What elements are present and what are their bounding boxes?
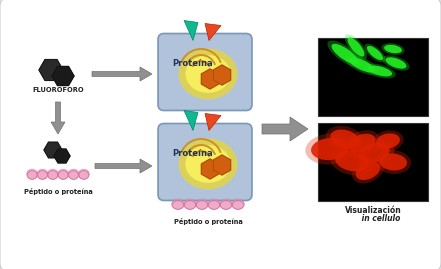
Polygon shape <box>51 102 65 134</box>
Ellipse shape <box>356 162 380 180</box>
Polygon shape <box>39 60 63 80</box>
Ellipse shape <box>48 169 58 179</box>
Ellipse shape <box>37 171 48 179</box>
Ellipse shape <box>196 199 208 209</box>
Ellipse shape <box>364 63 396 78</box>
Ellipse shape <box>184 201 196 209</box>
Ellipse shape <box>368 66 392 76</box>
Ellipse shape <box>381 43 404 55</box>
Ellipse shape <box>367 46 383 60</box>
Ellipse shape <box>220 199 232 209</box>
FancyBboxPatch shape <box>158 34 252 111</box>
Ellipse shape <box>345 34 367 60</box>
Ellipse shape <box>364 44 385 62</box>
Ellipse shape <box>348 37 364 57</box>
Ellipse shape <box>27 171 37 179</box>
Ellipse shape <box>186 145 231 183</box>
Ellipse shape <box>385 57 407 69</box>
Ellipse shape <box>186 55 231 93</box>
Ellipse shape <box>330 147 374 175</box>
Ellipse shape <box>345 55 379 75</box>
Ellipse shape <box>354 139 394 167</box>
Text: Péptido o proteína: Péptido o proteína <box>23 188 93 195</box>
Ellipse shape <box>196 201 208 209</box>
FancyBboxPatch shape <box>158 123 252 200</box>
Ellipse shape <box>332 44 359 64</box>
Ellipse shape <box>184 199 196 209</box>
Ellipse shape <box>232 199 244 209</box>
Ellipse shape <box>373 130 404 152</box>
Ellipse shape <box>179 139 238 189</box>
Ellipse shape <box>379 153 407 171</box>
Text: Visualización: Visualización <box>344 206 401 215</box>
Polygon shape <box>92 67 152 81</box>
Ellipse shape <box>172 201 184 209</box>
Ellipse shape <box>27 169 37 179</box>
Text: Proteína: Proteína <box>173 150 213 158</box>
Text: Proteína: Proteína <box>173 59 213 69</box>
Text: in cellulo: in cellulo <box>359 214 401 223</box>
Polygon shape <box>205 114 221 130</box>
Ellipse shape <box>382 55 410 71</box>
Ellipse shape <box>37 169 48 179</box>
Ellipse shape <box>220 201 232 209</box>
Ellipse shape <box>330 129 360 148</box>
Ellipse shape <box>335 151 369 171</box>
Ellipse shape <box>326 126 364 152</box>
Ellipse shape <box>179 49 238 99</box>
Ellipse shape <box>48 171 58 179</box>
Polygon shape <box>184 20 198 41</box>
Polygon shape <box>205 23 221 41</box>
Ellipse shape <box>311 138 349 160</box>
Ellipse shape <box>375 150 411 174</box>
Ellipse shape <box>376 133 400 149</box>
Ellipse shape <box>68 169 79 179</box>
Ellipse shape <box>58 171 68 179</box>
Polygon shape <box>44 142 62 158</box>
Polygon shape <box>213 65 231 85</box>
Polygon shape <box>184 111 198 130</box>
Ellipse shape <box>348 134 375 152</box>
Polygon shape <box>262 117 308 141</box>
Polygon shape <box>213 155 231 175</box>
Ellipse shape <box>78 169 89 179</box>
Text: Péptido o proteína: Péptido o proteína <box>174 218 243 225</box>
Text: FLUOROFORO: FLUOROFORO <box>32 87 84 93</box>
Ellipse shape <box>208 201 220 209</box>
Ellipse shape <box>352 159 384 183</box>
Polygon shape <box>54 149 70 163</box>
Polygon shape <box>52 66 74 86</box>
Polygon shape <box>95 159 152 173</box>
Ellipse shape <box>327 41 363 68</box>
Ellipse shape <box>344 130 380 156</box>
Ellipse shape <box>349 58 375 72</box>
FancyBboxPatch shape <box>318 38 428 116</box>
Ellipse shape <box>69 171 78 179</box>
Polygon shape <box>202 159 219 179</box>
Ellipse shape <box>305 133 355 164</box>
Ellipse shape <box>79 171 89 179</box>
Ellipse shape <box>172 199 184 209</box>
Ellipse shape <box>232 201 244 209</box>
Polygon shape <box>202 69 219 89</box>
Ellipse shape <box>58 169 69 179</box>
Ellipse shape <box>359 143 390 163</box>
Ellipse shape <box>208 199 220 209</box>
FancyBboxPatch shape <box>318 123 428 201</box>
Ellipse shape <box>384 45 402 53</box>
